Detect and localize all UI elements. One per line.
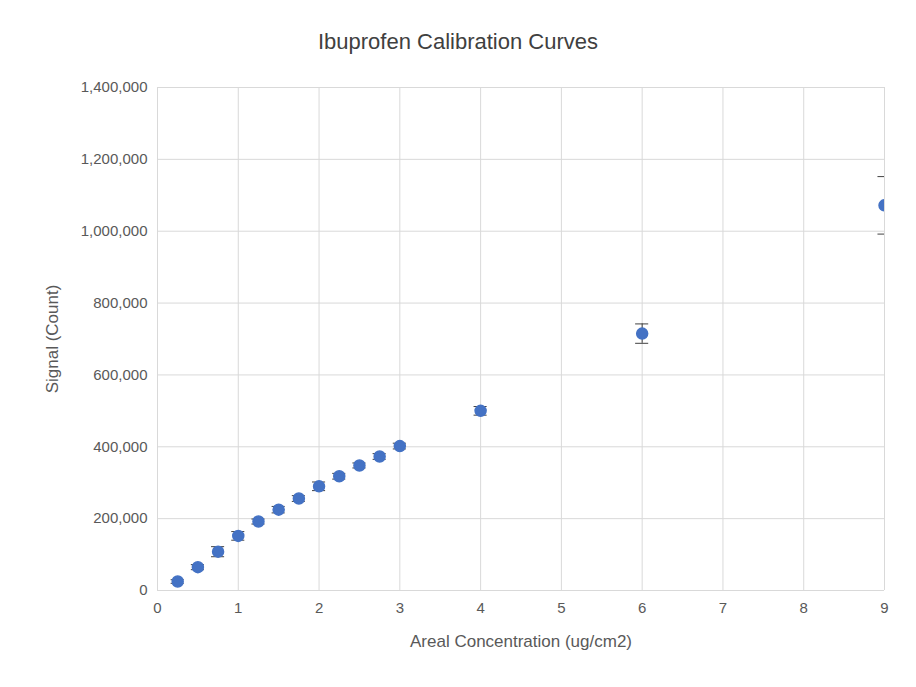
svg-text:2: 2 [315, 599, 323, 616]
svg-text:400,000: 400,000 [93, 438, 147, 455]
svg-text:1,200,000: 1,200,000 [81, 150, 148, 167]
svg-text:800,000: 800,000 [93, 294, 147, 311]
svg-text:0: 0 [139, 581, 147, 598]
svg-text:9: 9 [880, 599, 888, 616]
svg-text:3: 3 [396, 599, 404, 616]
svg-text:Areal Concentration (ug/cm2): Areal Concentration (ug/cm2) [410, 632, 632, 651]
svg-text:4: 4 [476, 599, 484, 616]
svg-text:200,000: 200,000 [93, 509, 147, 526]
svg-text:5: 5 [557, 599, 565, 616]
svg-text:1,400,000: 1,400,000 [81, 78, 148, 95]
svg-text:1,000,000: 1,000,000 [81, 222, 148, 239]
svg-text:6: 6 [638, 599, 646, 616]
svg-text:600,000: 600,000 [93, 366, 147, 383]
svg-text:1: 1 [234, 599, 242, 616]
svg-text:8: 8 [800, 599, 808, 616]
svg-text:0: 0 [153, 599, 161, 616]
html-text:Ibuprofen Calibration Curves: Ibuprofen Calibration Curves [318, 29, 598, 54]
svg-text:Signal (Count): Signal (Count) [43, 285, 62, 394]
svg-text:7: 7 [719, 599, 727, 616]
